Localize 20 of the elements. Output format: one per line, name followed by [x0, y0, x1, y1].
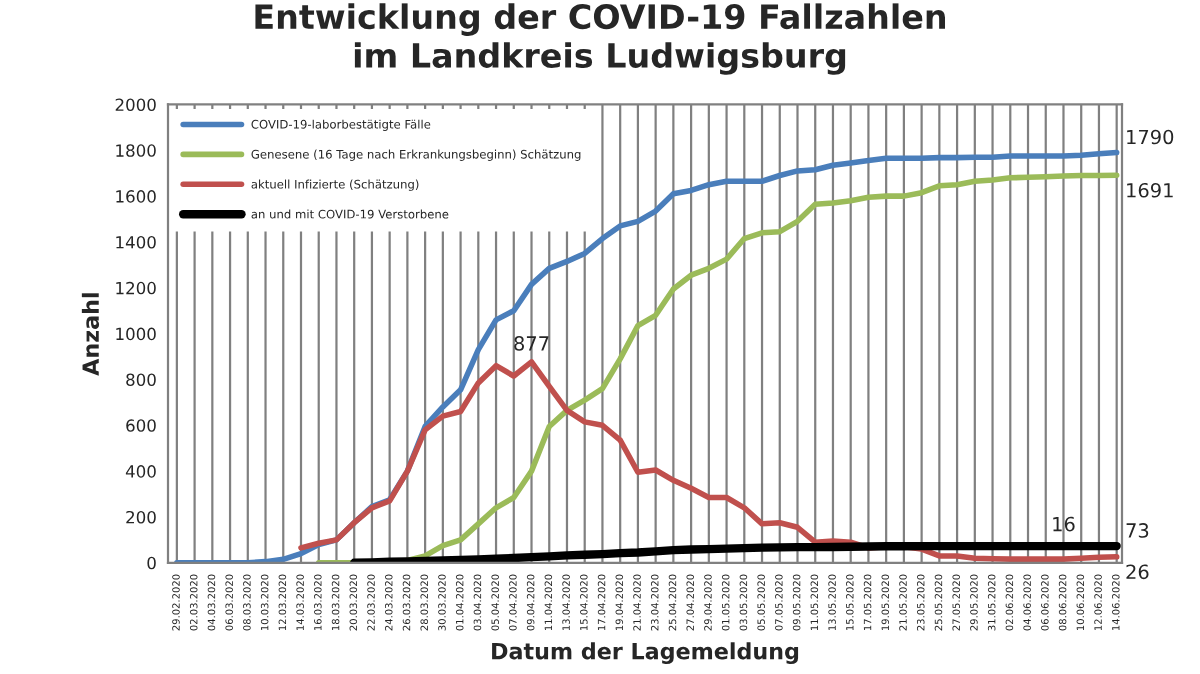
y-tick-label: 1200	[116, 281, 156, 295]
y-tick-label: 200	[126, 510, 156, 524]
y-tick-label: 1400	[116, 235, 156, 249]
annotation: 1790	[1127, 129, 1174, 145]
y-tick-label: 1600	[116, 190, 156, 203]
y-tick-label: 0	[147, 556, 156, 570]
y-tick-label: 400	[125, 465, 156, 478]
annotation: 1691	[1127, 182, 1173, 198]
line-series	[350, 541, 1121, 563]
y-tick-label: 1800	[116, 144, 156, 157]
y-tick-label: 600	[126, 419, 156, 432]
y-tick-label: 1000	[116, 327, 156, 341]
line-series	[298, 359, 1120, 562]
y-tick-label: 800	[126, 373, 156, 387]
y-tick-label: 2000	[115, 98, 156, 112]
annotation: 26	[1126, 564, 1149, 580]
chart-title: Entwicklung der COVID-19 Fallzahlen im Landkreis Ludwigsburg	[255, 3, 946, 75]
y-axis-title: Anzahl	[81, 293, 100, 376]
x-axis-title: Datum der Lagemeldung	[492, 642, 799, 664]
annotation: 73	[1126, 523, 1149, 538]
